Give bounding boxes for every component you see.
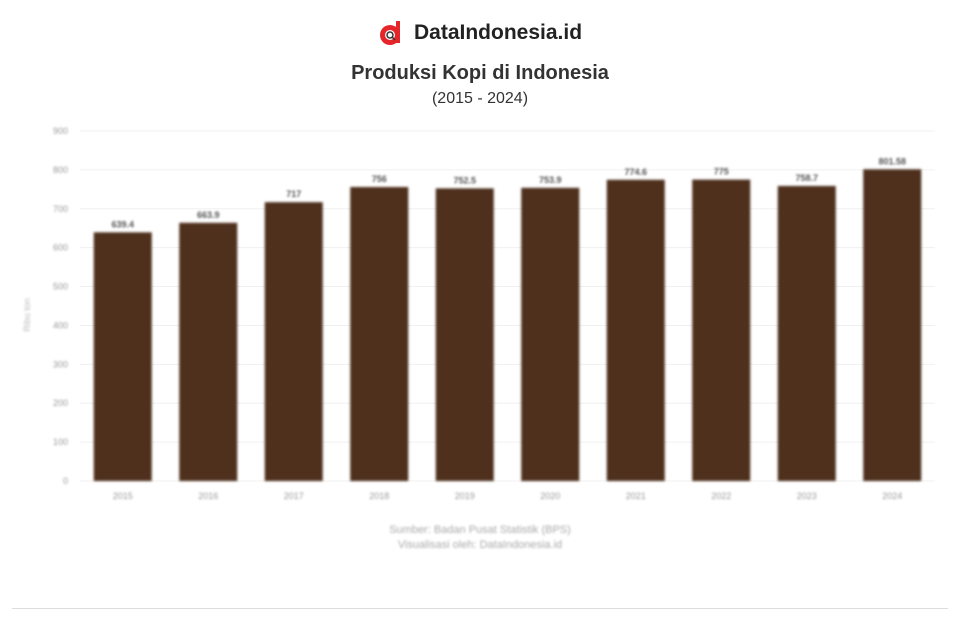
x-tick-label: 2017 — [284, 491, 304, 501]
data-label: 752.5 — [453, 175, 476, 185]
bar — [863, 169, 922, 481]
bar-chart: 0 100 200 300 400 500 600 700 800 900 639.4 2015 66… — [22, 126, 935, 501]
bar — [521, 187, 580, 482]
data-label: 717 — [286, 189, 301, 199]
brand-name: DataIndonesia.id — [413, 21, 583, 44]
chart-subtitle: (2015 - 2024) — [431, 90, 529, 107]
y-tick-label: 300 — [53, 359, 68, 369]
data-label: 639.4 — [111, 219, 134, 229]
bar — [435, 188, 494, 481]
source-note: Sumber: Badan Pusat Statistik (BPS) Visu… — [0, 523, 960, 553]
x-tick-label: 2015 — [113, 491, 133, 501]
data-label: 801.58 — [878, 156, 906, 166]
brand-header: DataIndonesia.id — [0, 20, 960, 46]
data-label: 774.6 — [624, 167, 647, 177]
bar — [606, 179, 665, 481]
y-tick-label: 0 — [63, 476, 68, 486]
bar — [179, 222, 238, 482]
y-tick-label: 400 — [53, 320, 68, 330]
chart-title: Produksi Kopi di Indonesia — [351, 62, 609, 84]
bar — [692, 179, 751, 481]
y-tick-label: 600 — [53, 243, 68, 253]
bar — [93, 232, 152, 481]
bar — [350, 187, 409, 481]
x-tick-label: 2019 — [455, 491, 475, 501]
divider — [12, 608, 948, 609]
x-tick-label: 2016 — [198, 491, 218, 501]
x-tick-label: 2021 — [626, 491, 646, 501]
bar — [777, 185, 836, 481]
bar — [264, 202, 323, 481]
brand-logo-icon — [378, 20, 404, 46]
x-tick-label: 2024 — [882, 491, 902, 501]
y-tick-label: 500 — [53, 282, 68, 292]
source-line: Sumber: Badan Pusat Statistik (BPS) — [389, 524, 571, 536]
y-tick-label: 200 — [53, 398, 68, 408]
x-tick-label: 2020 — [540, 491, 560, 501]
data-label: 663.9 — [197, 210, 220, 220]
y-axis-label: Ribu ton — [22, 298, 32, 332]
data-label: 758.7 — [795, 173, 818, 183]
y-tick-label: 900 — [53, 126, 68, 136]
credit-line: Visualisasi oleh: DataIndonesia.id — [397, 539, 563, 551]
y-tick-label: 700 — [53, 204, 68, 214]
x-tick-label: 2018 — [369, 491, 389, 501]
x-tick-label: 2022 — [711, 491, 731, 501]
y-tick-label: 100 — [53, 437, 68, 447]
data-label: 775 — [714, 167, 729, 177]
data-label: 753.9 — [539, 175, 562, 185]
y-tick-label: 800 — [53, 165, 68, 175]
x-tick-label: 2023 — [797, 491, 817, 501]
data-label: 756 — [372, 174, 387, 184]
